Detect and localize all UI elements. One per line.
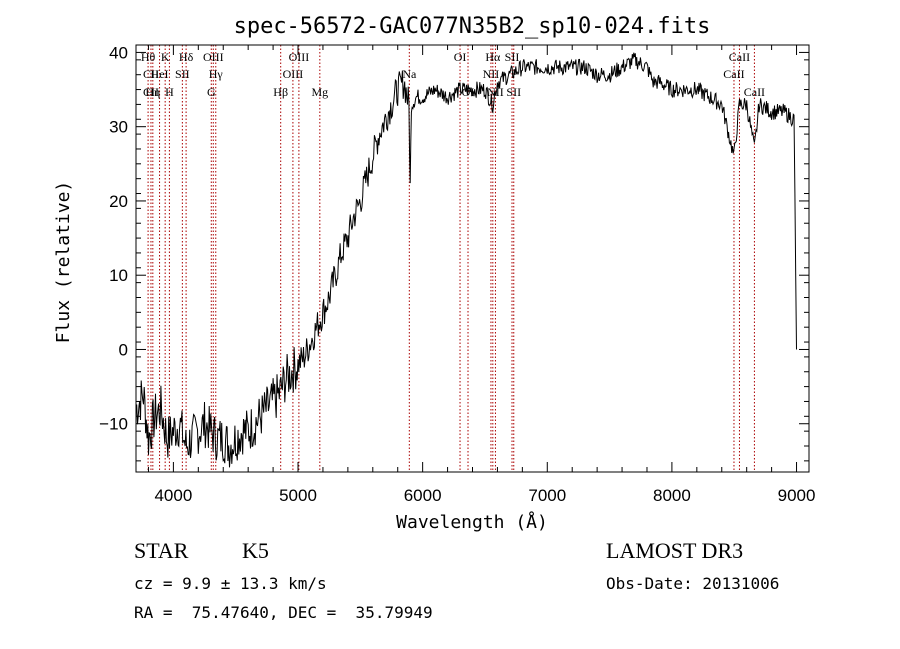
obs-date: Obs-Date: 20131006 (606, 574, 780, 593)
y-axis-ticks: −10 0 10 20 30 40 (99, 43, 809, 462)
spectral-line-label: SII (506, 85, 521, 99)
y-tick-label: 20 (109, 192, 128, 211)
spectrum-line (135, 52, 797, 468)
spectral-line-label: K (161, 50, 170, 64)
x-tick-label: 5000 (279, 486, 317, 505)
spectral-line-label: OIII (203, 50, 224, 64)
object-class: STAR (134, 538, 189, 563)
spectral-line-label: HeI (151, 67, 169, 81)
spectral-line-label: SII (505, 50, 520, 64)
spectral-line-label: CaII (723, 67, 744, 81)
y-tick-label: −10 (99, 415, 128, 434)
x-tick-label: 8000 (653, 486, 691, 505)
spectral-line-label: OIII (289, 50, 310, 64)
spectral-line-label: H (165, 85, 174, 99)
object-subclass: K5 (242, 538, 269, 563)
spectral-line-label: Hα (485, 50, 501, 64)
spectrum-series (135, 52, 797, 468)
spectral-line-label: NII (483, 67, 500, 81)
spectral-line-label: SII (175, 67, 190, 81)
spectral-line-label: Hδ (179, 50, 194, 64)
x-tick-label: 7000 (528, 486, 566, 505)
chart-title: spec-56572-GAC077N35B2_sp10-024.fits (234, 14, 711, 39)
x-tick-label: 9000 (778, 486, 816, 505)
y-tick-label: 30 (109, 118, 128, 137)
spectral-line-markers (147, 45, 755, 472)
x-tick-label: 6000 (404, 486, 442, 505)
spectral-line-label: CII (143, 67, 159, 81)
y-tick-label: 40 (109, 43, 128, 62)
spectral-line-label: Hβ (273, 85, 288, 99)
y-axis-label: Flux (relative) (53, 181, 74, 344)
spectral-line-label: Hγ (209, 67, 224, 81)
y-tick-label: 10 (109, 266, 128, 285)
spectral-line-label: CaII (729, 50, 750, 64)
spectral-line-label: OIII (283, 67, 304, 81)
coordinates: RA = 75.47640, DEC = 35.79949 (134, 603, 433, 622)
x-axis-ticks: 4000 5000 6000 7000 8000 9000 (147, 45, 816, 505)
spectral-line-label: Na (402, 67, 417, 81)
spectral-line-label: OI (454, 50, 467, 64)
x-axis-label: Wavelength (Å) (396, 511, 548, 533)
spectral-line-label: Hθ (141, 50, 156, 64)
spectral-line-label: CaII (744, 85, 765, 99)
x-tick-label: 4000 (154, 486, 192, 505)
y-tick-label: 0 (119, 340, 128, 359)
spectral-line-label: G (207, 85, 216, 99)
spectral-line-label: Mg (311, 85, 328, 99)
redshift-cz: cz = 9.9 ± 13.3 km/s (134, 574, 327, 593)
spectral-line-label: CII (143, 85, 159, 99)
survey-name: LAMOST DR3 (606, 538, 744, 563)
spectral-line-label: Hη (145, 85, 160, 99)
plot-frame (135, 44, 810, 473)
